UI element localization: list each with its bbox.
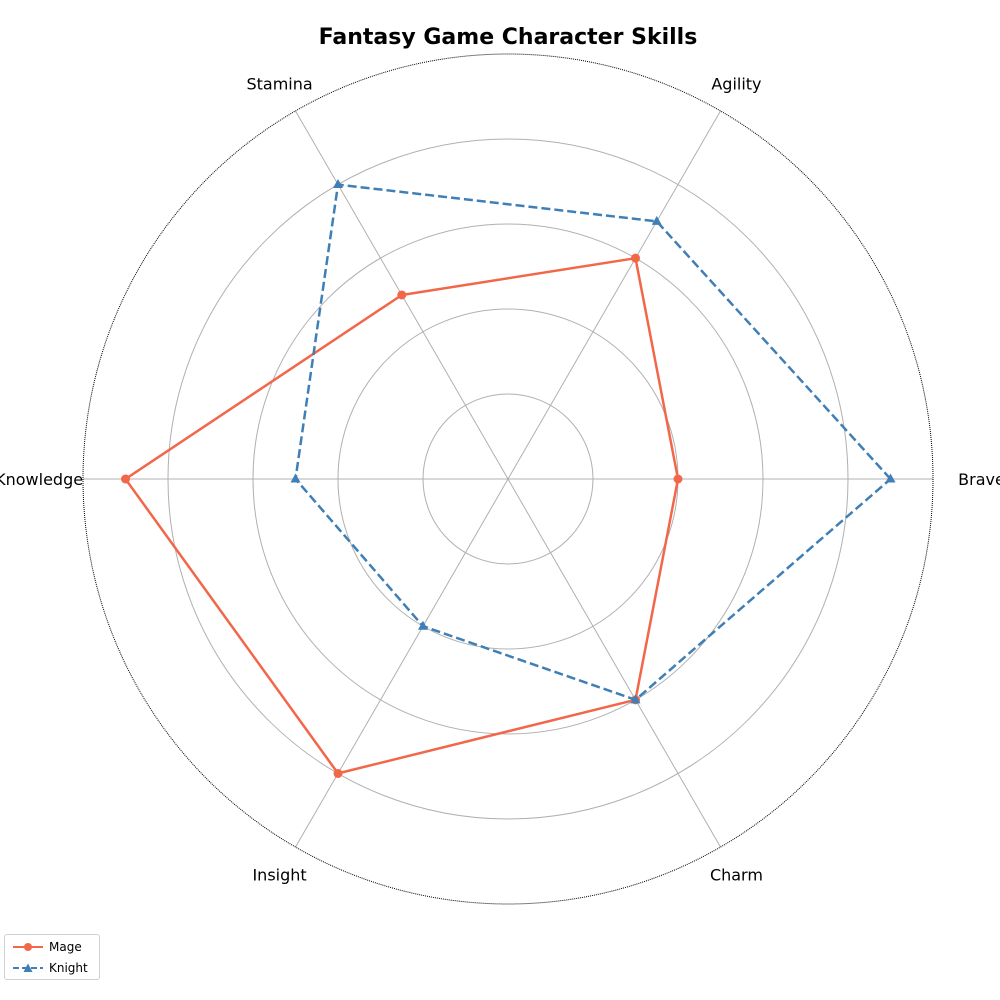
- category-label-insight: Insight: [252, 866, 306, 885]
- series-layer: [121, 179, 896, 778]
- axis-spoke: [507, 110, 721, 480]
- category-label-stamina: Stamina: [246, 74, 312, 93]
- point-mage-knowledge: [121, 474, 130, 484]
- point-mage-bravery: [673, 474, 683, 484]
- point-knight-bravery: [885, 473, 896, 483]
- axis-spoke: [507, 478, 721, 848]
- radar-grid: [82, 53, 934, 905]
- legend-item-knight: Knight: [13, 959, 88, 977]
- legend: Mage Knight: [4, 934, 100, 980]
- legend-marker-knight: [13, 963, 43, 972]
- category-label-bravery: Bravery: [958, 470, 1000, 489]
- legend-label-mage: Mage: [49, 940, 82, 954]
- category-label-knowledge: Knowledge: [0, 470, 83, 489]
- series-line-mage: [124, 256, 680, 775]
- point-mage-stamina: [397, 290, 407, 300]
- legend-label-knight: Knight: [49, 961, 88, 975]
- category-label-charm: Charm: [710, 866, 763, 885]
- point-knight-stamina: [333, 179, 343, 189]
- point-mage-agility: [631, 253, 640, 263]
- point-knight-insight: [418, 620, 428, 630]
- point-mage-insight: [333, 768, 343, 778]
- category-label-agility: Agility: [711, 74, 761, 93]
- point-knight-knowledge: [290, 473, 301, 483]
- point-knight-agility: [651, 215, 662, 225]
- legend-item-mage: Mage: [13, 938, 82, 956]
- outer-frame: [82, 53, 934, 905]
- axis-spoke: [295, 478, 509, 848]
- legend-marker-mage: [13, 943, 43, 951]
- point-knight-charm: [630, 694, 641, 704]
- category-labels: Bravery Agility Stamina Knowledge Insight Cha…: [0, 74, 1000, 884]
- chart-title: Fantasy Game Character Skills: [319, 25, 698, 50]
- series-line-knight: [294, 183, 892, 702]
